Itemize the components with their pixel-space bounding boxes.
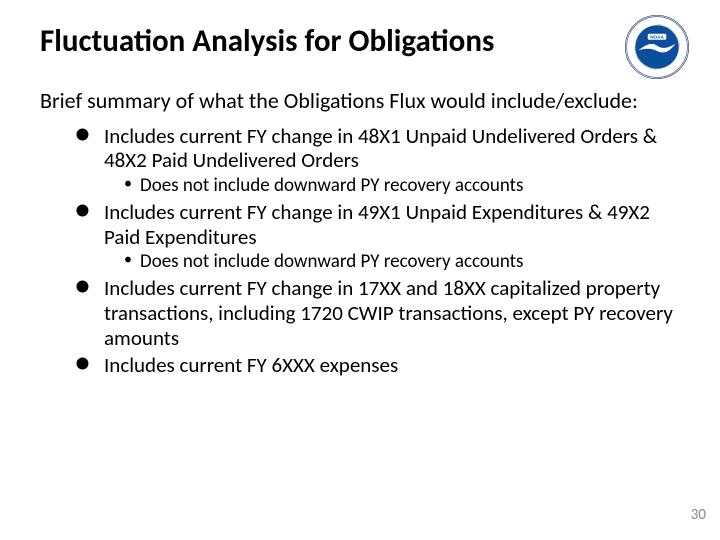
sub-bullet-text: Does not include downward PY recovery ac… [140, 250, 523, 273]
sub-bullet-text: Does not include downward PY recovery ac… [140, 174, 523, 197]
sub-bullet-list: Does not include downward PY recovery ac… [104, 251, 680, 274]
intro-text: Brief summary of what the Obligations Fl… [40, 88, 680, 114]
sub-bullet-item: Does not include downward PY recovery ac… [128, 251, 680, 274]
bullet-item: Includes current FY change in 49X1 Unpai… [88, 200, 680, 274]
bullet-item: Includes current FY change in 17XX and 1… [88, 276, 680, 350]
bullet-text: Includes current FY change in 17XX and 1… [104, 275, 673, 351]
sub-bullet-item: Does not include downward PY recovery ac… [128, 175, 680, 198]
bullet-item: Includes current FY change in 48X1 Unpai… [88, 124, 680, 198]
noaa-logo: NOAA [624, 14, 690, 80]
slide-title: Fluctuation Analysis for Obligations [40, 24, 680, 60]
bullet-text: Includes current FY change in 49X1 Unpai… [104, 199, 650, 250]
page-number: 30 [691, 506, 706, 524]
sub-bullet-list: Does not include downward PY recovery ac… [104, 175, 680, 198]
bullet-list: Includes current FY change in 48X1 Unpai… [40, 124, 680, 378]
slide: NOAA Fluctuation Analysis for Obligation… [0, 0, 720, 540]
bullet-text: Includes current FY change in 48X1 Unpai… [104, 123, 657, 174]
bullet-item: Includes current FY 6XXX expenses [88, 353, 680, 378]
svg-text:NOAA: NOAA [650, 34, 664, 39]
bullet-text: Includes current FY 6XXX expenses [104, 352, 398, 378]
